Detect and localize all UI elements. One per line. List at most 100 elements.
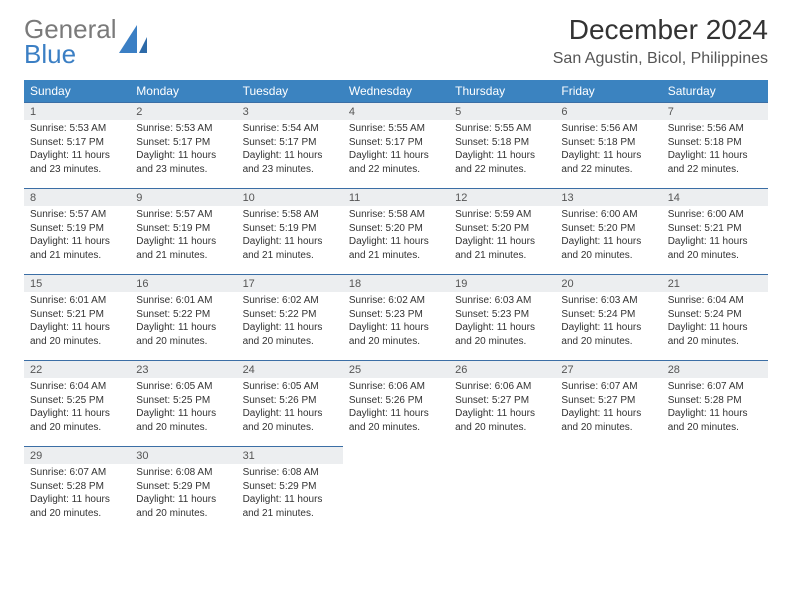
day-details: Sunrise: 5:54 AMSunset: 5:17 PMDaylight:… — [237, 120, 343, 180]
day-details: Sunrise: 6:04 AMSunset: 5:25 PMDaylight:… — [24, 378, 130, 438]
day-details: Sunrise: 6:00 AMSunset: 5:20 PMDaylight:… — [555, 206, 661, 266]
day-details: Sunrise: 6:08 AMSunset: 5:29 PMDaylight:… — [130, 464, 236, 524]
weekday-header: Monday — [130, 80, 236, 102]
calendar-cell: 9Sunrise: 5:57 AMSunset: 5:19 PMDaylight… — [130, 188, 236, 274]
day-number: 20 — [555, 274, 661, 292]
calendar-cell: 17Sunrise: 6:02 AMSunset: 5:22 PMDayligh… — [237, 274, 343, 360]
calendar-cell: 31Sunrise: 6:08 AMSunset: 5:29 PMDayligh… — [237, 446, 343, 532]
day-details: Sunrise: 5:59 AMSunset: 5:20 PMDaylight:… — [449, 206, 555, 266]
calendar-cell — [662, 446, 768, 532]
calendar-cell: 22Sunrise: 6:04 AMSunset: 5:25 PMDayligh… — [24, 360, 130, 446]
day-details: Sunrise: 5:58 AMSunset: 5:19 PMDaylight:… — [237, 206, 343, 266]
day-details: Sunrise: 6:02 AMSunset: 5:23 PMDaylight:… — [343, 292, 449, 352]
weekday-header: Wednesday — [343, 80, 449, 102]
day-number: 25 — [343, 360, 449, 378]
calendar-cell: 2Sunrise: 5:53 AMSunset: 5:17 PMDaylight… — [130, 102, 236, 188]
day-number: 14 — [662, 188, 768, 206]
day-number: 24 — [237, 360, 343, 378]
day-details: Sunrise: 6:01 AMSunset: 5:22 PMDaylight:… — [130, 292, 236, 352]
calendar-cell: 11Sunrise: 5:58 AMSunset: 5:20 PMDayligh… — [343, 188, 449, 274]
calendar-cell: 18Sunrise: 6:02 AMSunset: 5:23 PMDayligh… — [343, 274, 449, 360]
day-number: 2 — [130, 102, 236, 120]
calendar-cell: 19Sunrise: 6:03 AMSunset: 5:23 PMDayligh… — [449, 274, 555, 360]
day-number: 13 — [555, 188, 661, 206]
day-details: Sunrise: 5:57 AMSunset: 5:19 PMDaylight:… — [130, 206, 236, 266]
calendar-cell: 24Sunrise: 6:05 AMSunset: 5:26 PMDayligh… — [237, 360, 343, 446]
calendar-weekday-row: SundayMondayTuesdayWednesdayThursdayFrid… — [24, 80, 768, 102]
day-number: 31 — [237, 446, 343, 464]
day-details: Sunrise: 5:58 AMSunset: 5:20 PMDaylight:… — [343, 206, 449, 266]
day-number: 6 — [555, 102, 661, 120]
weekday-header: Tuesday — [237, 80, 343, 102]
day-details: Sunrise: 6:02 AMSunset: 5:22 PMDaylight:… — [237, 292, 343, 352]
day-number: 18 — [343, 274, 449, 292]
calendar-cell: 30Sunrise: 6:08 AMSunset: 5:29 PMDayligh… — [130, 446, 236, 532]
day-number: 4 — [343, 102, 449, 120]
calendar-cell: 10Sunrise: 5:58 AMSunset: 5:19 PMDayligh… — [237, 188, 343, 274]
calendar-cell: 7Sunrise: 5:56 AMSunset: 5:18 PMDaylight… — [662, 102, 768, 188]
day-number: 28 — [662, 360, 768, 378]
day-details: Sunrise: 6:07 AMSunset: 5:28 PMDaylight:… — [662, 378, 768, 438]
day-number: 8 — [24, 188, 130, 206]
day-number: 30 — [130, 446, 236, 464]
logo: General Blue — [24, 14, 149, 70]
day-number: 1 — [24, 102, 130, 120]
day-number: 16 — [130, 274, 236, 292]
day-details: Sunrise: 6:08 AMSunset: 5:29 PMDaylight:… — [237, 464, 343, 524]
day-details: Sunrise: 5:57 AMSunset: 5:19 PMDaylight:… — [24, 206, 130, 266]
calendar-body: 1Sunrise: 5:53 AMSunset: 5:17 PMDaylight… — [24, 102, 768, 532]
day-details: Sunrise: 6:03 AMSunset: 5:24 PMDaylight:… — [555, 292, 661, 352]
calendar-cell: 8Sunrise: 5:57 AMSunset: 5:19 PMDaylight… — [24, 188, 130, 274]
calendar-cell: 26Sunrise: 6:06 AMSunset: 5:27 PMDayligh… — [449, 360, 555, 446]
day-details: Sunrise: 5:55 AMSunset: 5:17 PMDaylight:… — [343, 120, 449, 180]
calendar-cell: 3Sunrise: 5:54 AMSunset: 5:17 PMDaylight… — [237, 102, 343, 188]
day-details: Sunrise: 5:55 AMSunset: 5:18 PMDaylight:… — [449, 120, 555, 180]
month-title: December 2024 — [553, 14, 768, 46]
calendar-cell: 20Sunrise: 6:03 AMSunset: 5:24 PMDayligh… — [555, 274, 661, 360]
day-details: Sunrise: 6:00 AMSunset: 5:21 PMDaylight:… — [662, 206, 768, 266]
weekday-header: Friday — [555, 80, 661, 102]
day-number: 22 — [24, 360, 130, 378]
location: San Agustin, Bicol, Philippines — [553, 50, 768, 68]
calendar-cell: 13Sunrise: 6:00 AMSunset: 5:20 PMDayligh… — [555, 188, 661, 274]
logo-sail-icon — [119, 25, 149, 59]
day-details: Sunrise: 5:56 AMSunset: 5:18 PMDaylight:… — [662, 120, 768, 180]
day-details: Sunrise: 6:01 AMSunset: 5:21 PMDaylight:… — [24, 292, 130, 352]
day-details: Sunrise: 6:05 AMSunset: 5:26 PMDaylight:… — [237, 378, 343, 438]
day-number: 29 — [24, 446, 130, 464]
calendar-cell: 12Sunrise: 5:59 AMSunset: 5:20 PMDayligh… — [449, 188, 555, 274]
calendar-cell: 6Sunrise: 5:56 AMSunset: 5:18 PMDaylight… — [555, 102, 661, 188]
day-details: Sunrise: 6:03 AMSunset: 5:23 PMDaylight:… — [449, 292, 555, 352]
day-details: Sunrise: 6:07 AMSunset: 5:27 PMDaylight:… — [555, 378, 661, 438]
day-number: 23 — [130, 360, 236, 378]
calendar-cell: 15Sunrise: 6:01 AMSunset: 5:21 PMDayligh… — [24, 274, 130, 360]
day-number: 9 — [130, 188, 236, 206]
day-number: 17 — [237, 274, 343, 292]
day-number: 19 — [449, 274, 555, 292]
day-details: Sunrise: 6:06 AMSunset: 5:26 PMDaylight:… — [343, 378, 449, 438]
weekday-header: Thursday — [449, 80, 555, 102]
day-number: 5 — [449, 102, 555, 120]
calendar-cell: 1Sunrise: 5:53 AMSunset: 5:17 PMDaylight… — [24, 102, 130, 188]
day-number: 12 — [449, 188, 555, 206]
title-block: December 2024 San Agustin, Bicol, Philip… — [553, 14, 768, 68]
day-details: Sunrise: 6:07 AMSunset: 5:28 PMDaylight:… — [24, 464, 130, 524]
calendar-cell — [343, 446, 449, 532]
day-details: Sunrise: 6:06 AMSunset: 5:27 PMDaylight:… — [449, 378, 555, 438]
day-details: Sunrise: 5:53 AMSunset: 5:17 PMDaylight:… — [24, 120, 130, 180]
calendar-cell: 5Sunrise: 5:55 AMSunset: 5:18 PMDaylight… — [449, 102, 555, 188]
day-details: Sunrise: 5:56 AMSunset: 5:18 PMDaylight:… — [555, 120, 661, 180]
day-number: 10 — [237, 188, 343, 206]
day-details: Sunrise: 6:04 AMSunset: 5:24 PMDaylight:… — [662, 292, 768, 352]
calendar-cell: 28Sunrise: 6:07 AMSunset: 5:28 PMDayligh… — [662, 360, 768, 446]
calendar-cell: 29Sunrise: 6:07 AMSunset: 5:28 PMDayligh… — [24, 446, 130, 532]
calendar-cell — [555, 446, 661, 532]
calendar-cell: 4Sunrise: 5:55 AMSunset: 5:17 PMDaylight… — [343, 102, 449, 188]
weekday-header: Saturday — [662, 80, 768, 102]
day-number: 15 — [24, 274, 130, 292]
calendar-cell: 25Sunrise: 6:06 AMSunset: 5:26 PMDayligh… — [343, 360, 449, 446]
day-details: Sunrise: 5:53 AMSunset: 5:17 PMDaylight:… — [130, 120, 236, 180]
weekday-header: Sunday — [24, 80, 130, 102]
day-number: 7 — [662, 102, 768, 120]
day-details: Sunrise: 6:05 AMSunset: 5:25 PMDaylight:… — [130, 378, 236, 438]
